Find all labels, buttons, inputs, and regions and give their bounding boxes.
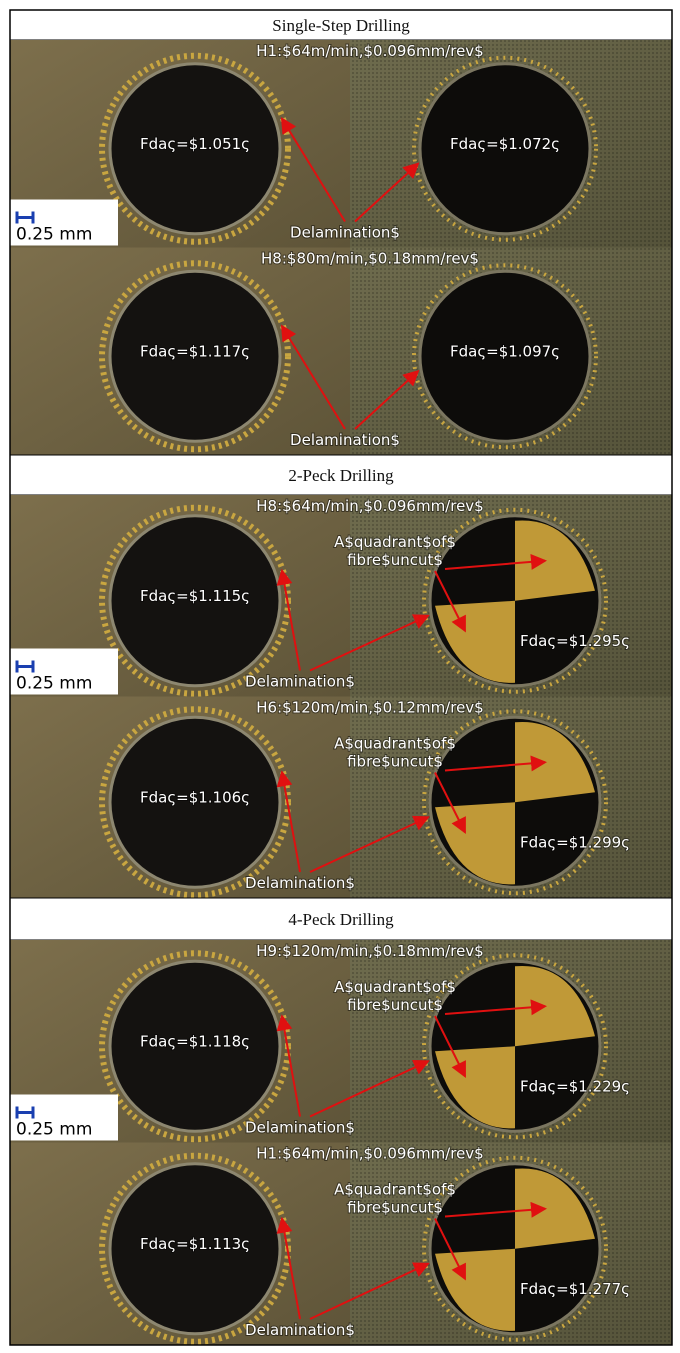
hole-left	[108, 269, 282, 443]
quadrant-label: A$quadrant$of$	[334, 735, 456, 753]
fda-right: Fdaς=$1.097ς	[450, 342, 560, 360]
scale-label: 0.25 mm	[16, 674, 92, 694]
scale-bar	[15, 1106, 35, 1119]
condition: H9:$120m/min,$0.18mm/rev$	[256, 942, 483, 960]
quadrant-label: fibre$uncut$	[347, 1199, 443, 1217]
condition: H6:$120m/min,$0.12mm/rev$	[256, 699, 483, 717]
fda-left: Fdaς=$1.118ς	[140, 1032, 250, 1050]
fda-right: Fdaς=$1.072ς	[450, 135, 560, 153]
arrow	[276, 1216, 301, 1320]
uncut-fibre	[515, 721, 595, 803]
quadrant-label: A$quadrant$of$	[334, 533, 456, 551]
scale-box	[10, 199, 118, 246]
condition: H1:$64m/min,$0.096mm/rev$	[256, 1145, 483, 1163]
arrow	[434, 1218, 466, 1281]
arrow	[280, 117, 346, 223]
fda-right: Fdaς=$1.299ς	[520, 833, 630, 851]
arrow	[276, 770, 301, 873]
hole-rim	[412, 263, 598, 450]
hole-right	[418, 62, 592, 236]
arrow	[434, 570, 466, 633]
scale-label: 0.25 mm	[16, 1120, 92, 1140]
arrow	[309, 815, 430, 873]
scale-box	[10, 648, 118, 695]
quadrant-label: A$quadrant$of$	[334, 1181, 456, 1199]
fda-left: Fdaς=$1.106ς	[140, 788, 250, 806]
section-title: Single-Step Drilling	[272, 16, 410, 35]
hole-rim	[422, 953, 608, 1140]
section-title: 2-Peck Drilling	[288, 466, 394, 485]
quadrant-label: fibre$uncut$	[347, 551, 443, 569]
hole-left	[108, 62, 282, 236]
section-header	[9, 9, 673, 41]
uncut-fibre	[515, 520, 595, 601]
quadrant-label: A$quadrant$of$	[334, 978, 456, 996]
hole-rim	[422, 507, 608, 694]
arrow	[434, 1015, 466, 1079]
delamination-label: Delamination$	[245, 874, 355, 892]
hole-right	[418, 269, 592, 443]
scale-bar	[15, 660, 35, 673]
hole-rim	[422, 1155, 608, 1342]
arrow	[309, 1059, 430, 1118]
arrow	[444, 755, 547, 772]
arrow	[280, 324, 346, 430]
arrow	[354, 369, 420, 430]
delamination-label: Delamination$	[290, 431, 400, 449]
fda-left: Fdaς=$1.051ς	[140, 135, 250, 153]
fda-left: Fdaς=$1.117ς	[140, 342, 250, 360]
section-header	[9, 897, 673, 941]
arrow	[309, 614, 430, 672]
arrow	[444, 999, 547, 1016]
section-title: 4-Peck Drilling	[288, 910, 394, 929]
condition: H8:$64m/min,$0.096mm/rev$	[256, 497, 483, 515]
fda-left: Fdaς=$1.115ς	[140, 587, 250, 605]
arrow	[434, 772, 466, 835]
delamination-label: Delamination$	[245, 1321, 355, 1339]
fda-left: Fdaς=$1.113ς	[140, 1235, 250, 1253]
hole-left	[108, 959, 282, 1133]
hole-rim	[99, 52, 291, 245]
scale-label: 0.25 mm	[16, 225, 92, 245]
hole-rim	[99, 260, 291, 453]
delamination-label: Delamination$	[245, 1119, 355, 1137]
scale-box	[10, 1094, 118, 1141]
condition: H8:$80m/min,$0.18mm/rev$	[261, 250, 479, 268]
arrow	[354, 162, 420, 223]
fda-right: Fdaς=$1.277ς	[520, 1280, 630, 1298]
arrow	[276, 1014, 301, 1117]
hole-rim	[422, 709, 608, 896]
fda-right: Fdaς=$1.295ς	[520, 632, 630, 650]
delamination-label: Delamination$	[290, 224, 400, 242]
hole-left	[108, 715, 282, 889]
scale-bar	[15, 211, 35, 224]
hole-left	[108, 514, 282, 688]
arrow	[444, 1201, 547, 1218]
hole-left	[108, 1162, 282, 1336]
arrow	[444, 553, 547, 570]
uncut-fibre	[515, 965, 595, 1047]
quadrant-label: fibre$uncut$	[347, 753, 443, 771]
quadrant-label: fibre$uncut$	[347, 996, 443, 1014]
condition: H1:$64m/min,$0.096mm/rev$	[256, 42, 483, 60]
arrow	[276, 568, 301, 671]
uncut-fibre	[515, 1168, 595, 1249]
frame	[9, 9, 673, 1346]
fda-right: Fdaς=$1.229ς	[520, 1077, 630, 1095]
hole-rim	[412, 55, 598, 242]
delamination-label: Delamination$	[245, 673, 355, 691]
arrow	[309, 1262, 430, 1320]
